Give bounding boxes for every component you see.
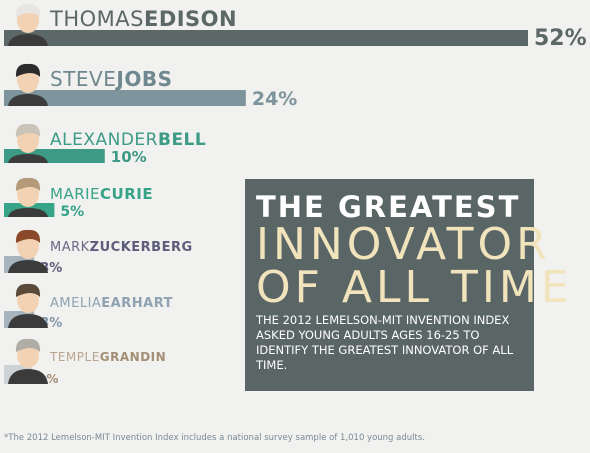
first-name: STEVE [50,67,116,91]
curie-portrait-shoulders [8,208,48,217]
last-name: BELL [158,130,206,150]
survey-footnote: *The 2012 Lemelson-MIT Invention Index i… [4,433,425,443]
card-headline-line1: THE GREATEST [256,190,521,224]
first-name: AMELIA [50,296,101,311]
edison-portrait-shoulders [8,34,48,46]
first-name: MARK [50,240,90,255]
last-name: JOBS [114,67,172,91]
name-steve-jobs: STEVEJOBS [50,67,172,91]
name-mark-zuckerberg: MARKZUCKERBERG [50,240,193,255]
card-headline-line2: INNOVATOR [256,219,551,270]
first-name: MARIE [50,185,100,203]
name-marie-curie: MARIECURIE [50,185,153,203]
card-headline-line3: OF ALL TIME [256,262,573,313]
headline-card [245,179,534,391]
bar-steve-jobs [4,90,246,106]
grandin-portrait-shoulders [8,369,48,384]
curie-portrait-hair [15,177,41,191]
earhart-portrait-hair [15,283,41,297]
value-label-alexander-bell: 10% [111,148,147,166]
name-alexander-bell: ALEXANDERBELL [50,130,206,150]
name-thomas-edison: THOMASEDISON [49,7,237,31]
bell-portrait-hair [15,123,41,137]
first-name: TEMPLE [49,350,100,364]
last-name: CURIE [100,185,153,203]
zuckerberg-portrait-shoulders [8,260,48,273]
value-label-steve-jobs: 24% [252,88,297,110]
bar-thomas-edison [4,30,528,46]
last-name: EDISON [144,7,237,31]
last-name: ZUCKERBERG [90,240,193,255]
bell-portrait-shoulders [8,154,48,163]
value-label-marie-curie: 5% [60,204,84,220]
card-description: The 2012 Lemelson-MIT Invention Index as… [256,313,514,372]
jobs-portrait-hair [15,63,41,77]
name-temple-grandin: TEMPLEGRANDIN [49,350,166,364]
last-name: EARHART [101,296,173,311]
edison-portrait-hair [15,3,41,17]
name-amelia-earhart: AMELIAEARHART [50,296,173,311]
zuckerberg-portrait-hair [15,229,41,243]
last-name: GRANDIN [100,350,166,364]
value-label-thomas-edison: 52% [534,26,587,51]
earhart-portrait-shoulders [8,314,48,328]
jobs-portrait-shoulders [8,94,48,106]
grandin-portrait-hair [15,338,41,352]
first-name: THOMAS [49,7,144,31]
first-name: ALEXANDER [50,130,158,150]
